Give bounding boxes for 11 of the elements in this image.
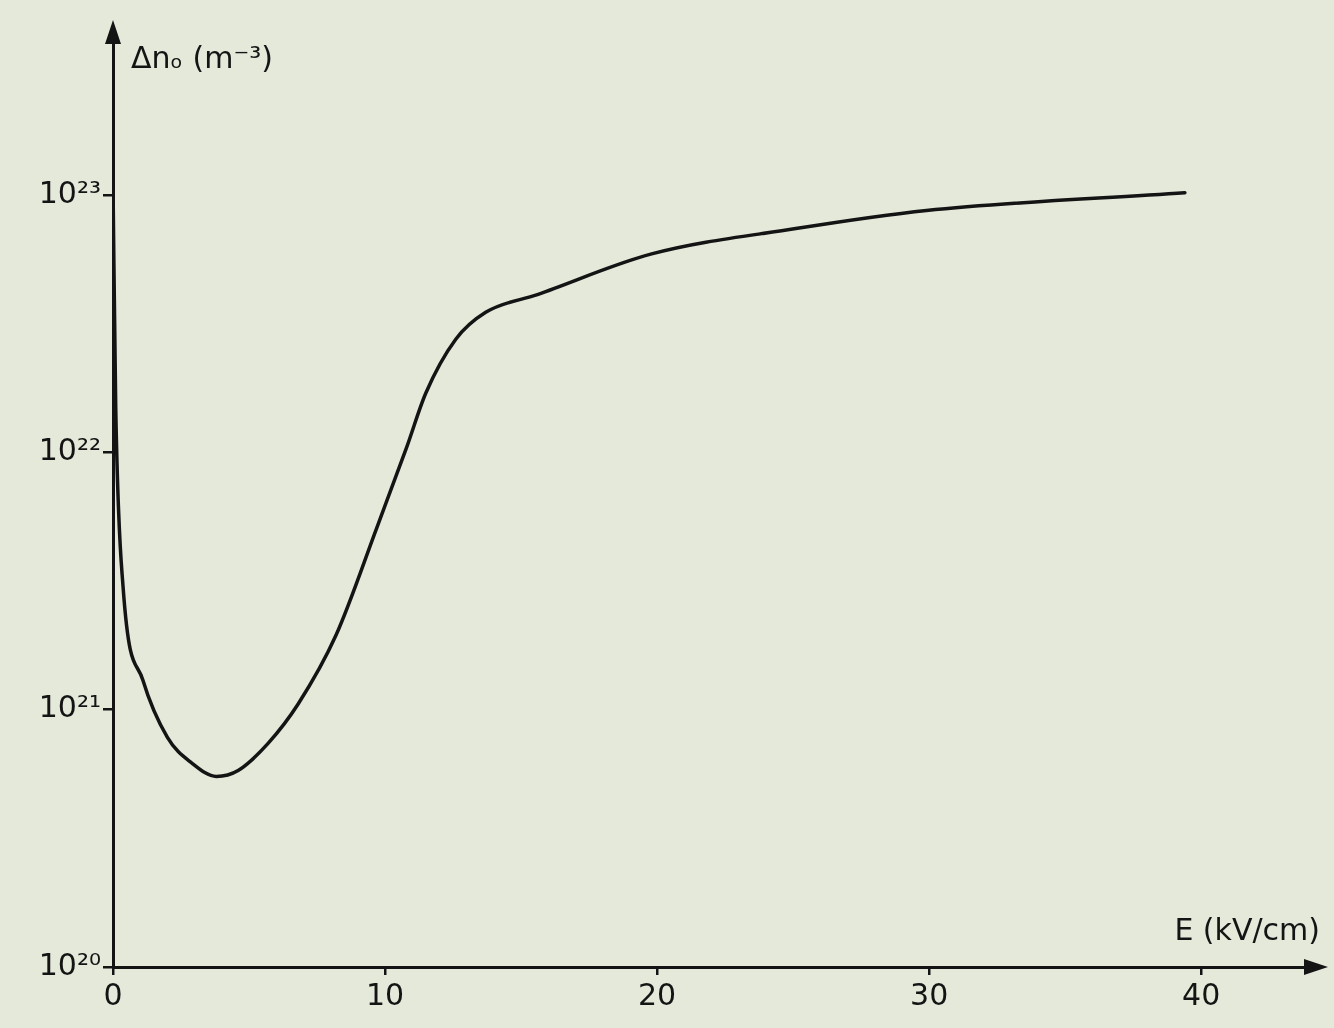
- x-axis-title: E (kV/cm): [1174, 911, 1320, 947]
- y-tick-label: 10²¹: [38, 689, 101, 725]
- x-tick-label: 10: [365, 976, 405, 1012]
- y-axis-title: Δnₒ (m⁻³): [131, 39, 273, 75]
- x-tick-label: 20: [638, 976, 677, 1012]
- x-tick-label: 0: [103, 976, 123, 1012]
- y-tick-label: 10²³: [38, 174, 101, 210]
- y-tick-label: 10²⁰: [38, 946, 101, 982]
- x-tick-label: 30: [910, 976, 949, 1012]
- x-tick-label: 40: [1182, 976, 1221, 1012]
- y-tick-label: 10²²: [38, 432, 101, 468]
